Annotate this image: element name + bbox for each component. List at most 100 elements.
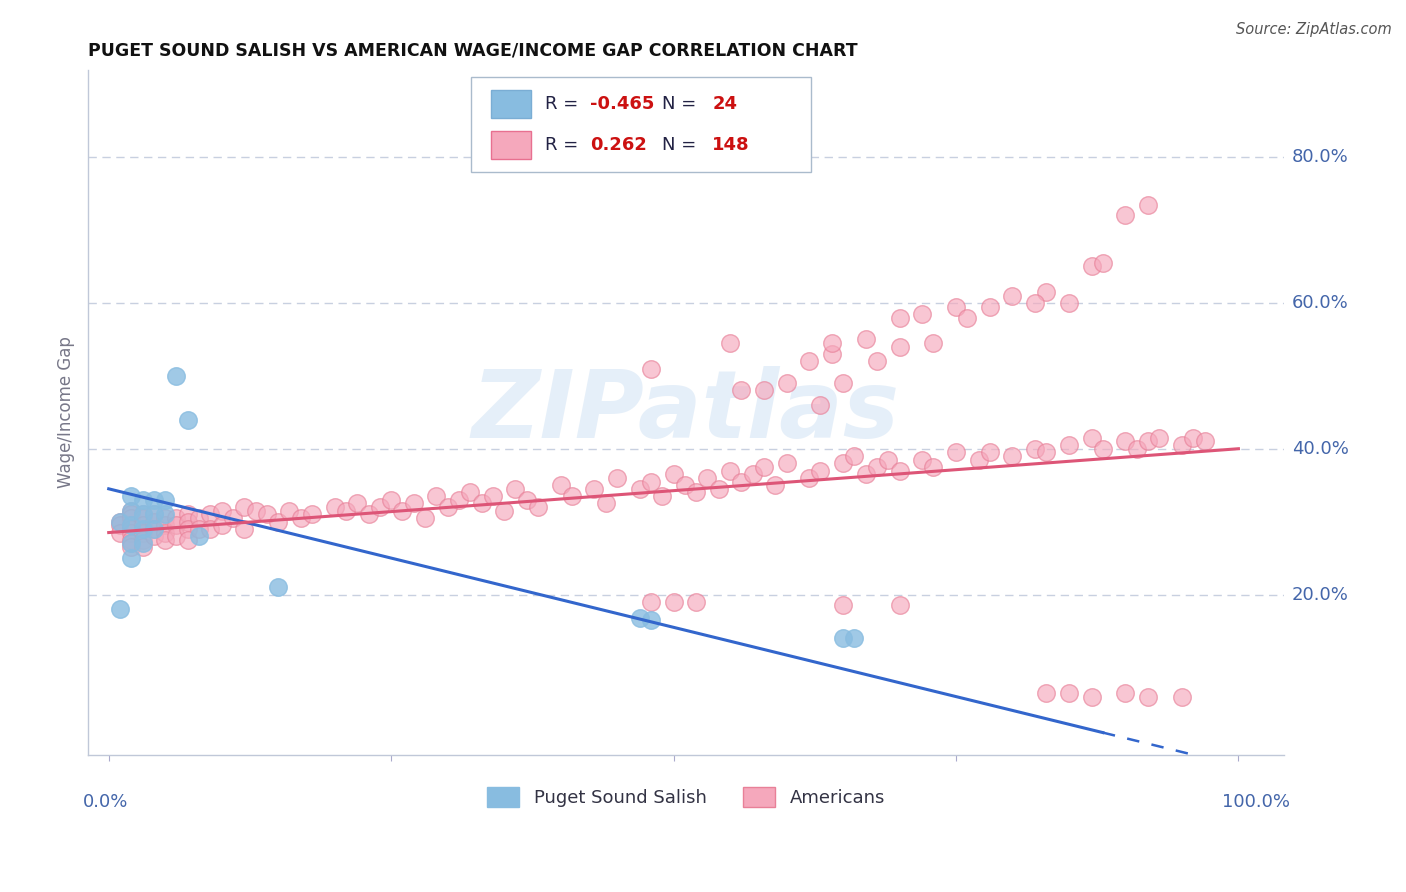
Point <box>1137 690 1160 704</box>
Point <box>821 347 844 361</box>
Point <box>120 522 142 536</box>
Point <box>810 464 832 478</box>
Point <box>188 529 211 543</box>
Point <box>120 504 142 518</box>
Point <box>1182 431 1205 445</box>
Point <box>730 475 752 489</box>
Text: N =: N = <box>662 136 696 154</box>
Point <box>267 515 290 529</box>
Point <box>651 489 673 503</box>
Point <box>505 482 527 496</box>
Point <box>855 332 877 346</box>
Point <box>177 522 200 536</box>
Point <box>1149 431 1171 445</box>
Point <box>832 456 855 470</box>
Point <box>979 300 1001 314</box>
Point <box>1057 686 1080 700</box>
Point <box>494 504 516 518</box>
Point <box>718 336 741 351</box>
Point <box>1137 197 1160 211</box>
Point <box>177 412 200 426</box>
Point <box>1080 260 1102 274</box>
Point <box>142 522 165 536</box>
Text: R =: R = <box>546 95 578 113</box>
Point <box>188 522 211 536</box>
Point <box>1091 256 1114 270</box>
Point <box>131 522 153 536</box>
Point <box>1114 686 1136 700</box>
Point <box>120 536 142 550</box>
Point <box>120 551 142 566</box>
Point <box>447 492 470 507</box>
Point <box>1057 296 1080 310</box>
Text: Source: ZipAtlas.com: Source: ZipAtlas.com <box>1236 22 1392 37</box>
Text: PUGET SOUND SALISH VS AMERICAN WAGE/INCOME GAP CORRELATION CHART: PUGET SOUND SALISH VS AMERICAN WAGE/INCO… <box>89 42 858 60</box>
Point <box>120 533 142 547</box>
Point <box>741 467 763 482</box>
Point <box>1080 690 1102 704</box>
Point <box>967 452 990 467</box>
Point <box>131 508 153 522</box>
Point <box>131 492 153 507</box>
Point <box>323 500 346 514</box>
Point <box>301 508 323 522</box>
Point <box>1091 442 1114 456</box>
Bar <box>491 89 530 119</box>
Point <box>956 310 979 325</box>
Point <box>131 518 153 533</box>
Point <box>922 336 945 351</box>
Point <box>844 449 866 463</box>
Y-axis label: Wage/Income Gap: Wage/Income Gap <box>58 336 75 488</box>
Point <box>640 595 662 609</box>
Text: -0.465: -0.465 <box>591 95 655 113</box>
Point <box>233 522 256 536</box>
Point <box>153 525 176 540</box>
Point <box>131 533 153 547</box>
Point <box>640 361 662 376</box>
Point <box>211 504 233 518</box>
Point <box>166 518 188 533</box>
Point <box>752 384 775 398</box>
Point <box>1035 285 1057 299</box>
Point <box>628 611 651 625</box>
Point <box>889 340 911 354</box>
FancyBboxPatch shape <box>471 77 811 172</box>
Point <box>391 504 413 518</box>
Text: 0.0%: 0.0% <box>83 793 128 811</box>
Text: 24: 24 <box>713 95 737 113</box>
Point <box>380 492 402 507</box>
Point <box>775 376 797 391</box>
Point <box>640 475 662 489</box>
Point <box>335 504 357 518</box>
Text: 80.0%: 80.0% <box>1292 148 1348 166</box>
Point <box>267 580 290 594</box>
Point <box>120 518 142 533</box>
Point <box>142 515 165 529</box>
Point <box>188 511 211 525</box>
Text: 0.262: 0.262 <box>591 136 647 154</box>
Point <box>470 496 492 510</box>
Point <box>763 478 786 492</box>
Point <box>889 310 911 325</box>
Legend: Puget Sound Salish, Americans: Puget Sound Salish, Americans <box>479 780 893 814</box>
Point <box>200 508 222 522</box>
Point <box>979 445 1001 459</box>
Point <box>1137 434 1160 449</box>
Point <box>436 500 458 514</box>
Point <box>775 456 797 470</box>
Point <box>413 511 436 525</box>
Text: 60.0%: 60.0% <box>1292 294 1348 312</box>
Point <box>1024 296 1046 310</box>
Point <box>142 508 165 522</box>
Point <box>120 504 142 518</box>
Point <box>177 508 200 522</box>
Point <box>166 368 188 383</box>
Text: 100.0%: 100.0% <box>1222 793 1289 811</box>
Point <box>583 482 606 496</box>
Point <box>108 518 131 533</box>
Point <box>458 485 481 500</box>
Point <box>685 485 707 500</box>
Point <box>889 599 911 613</box>
Point <box>290 511 312 525</box>
Point <box>357 508 380 522</box>
